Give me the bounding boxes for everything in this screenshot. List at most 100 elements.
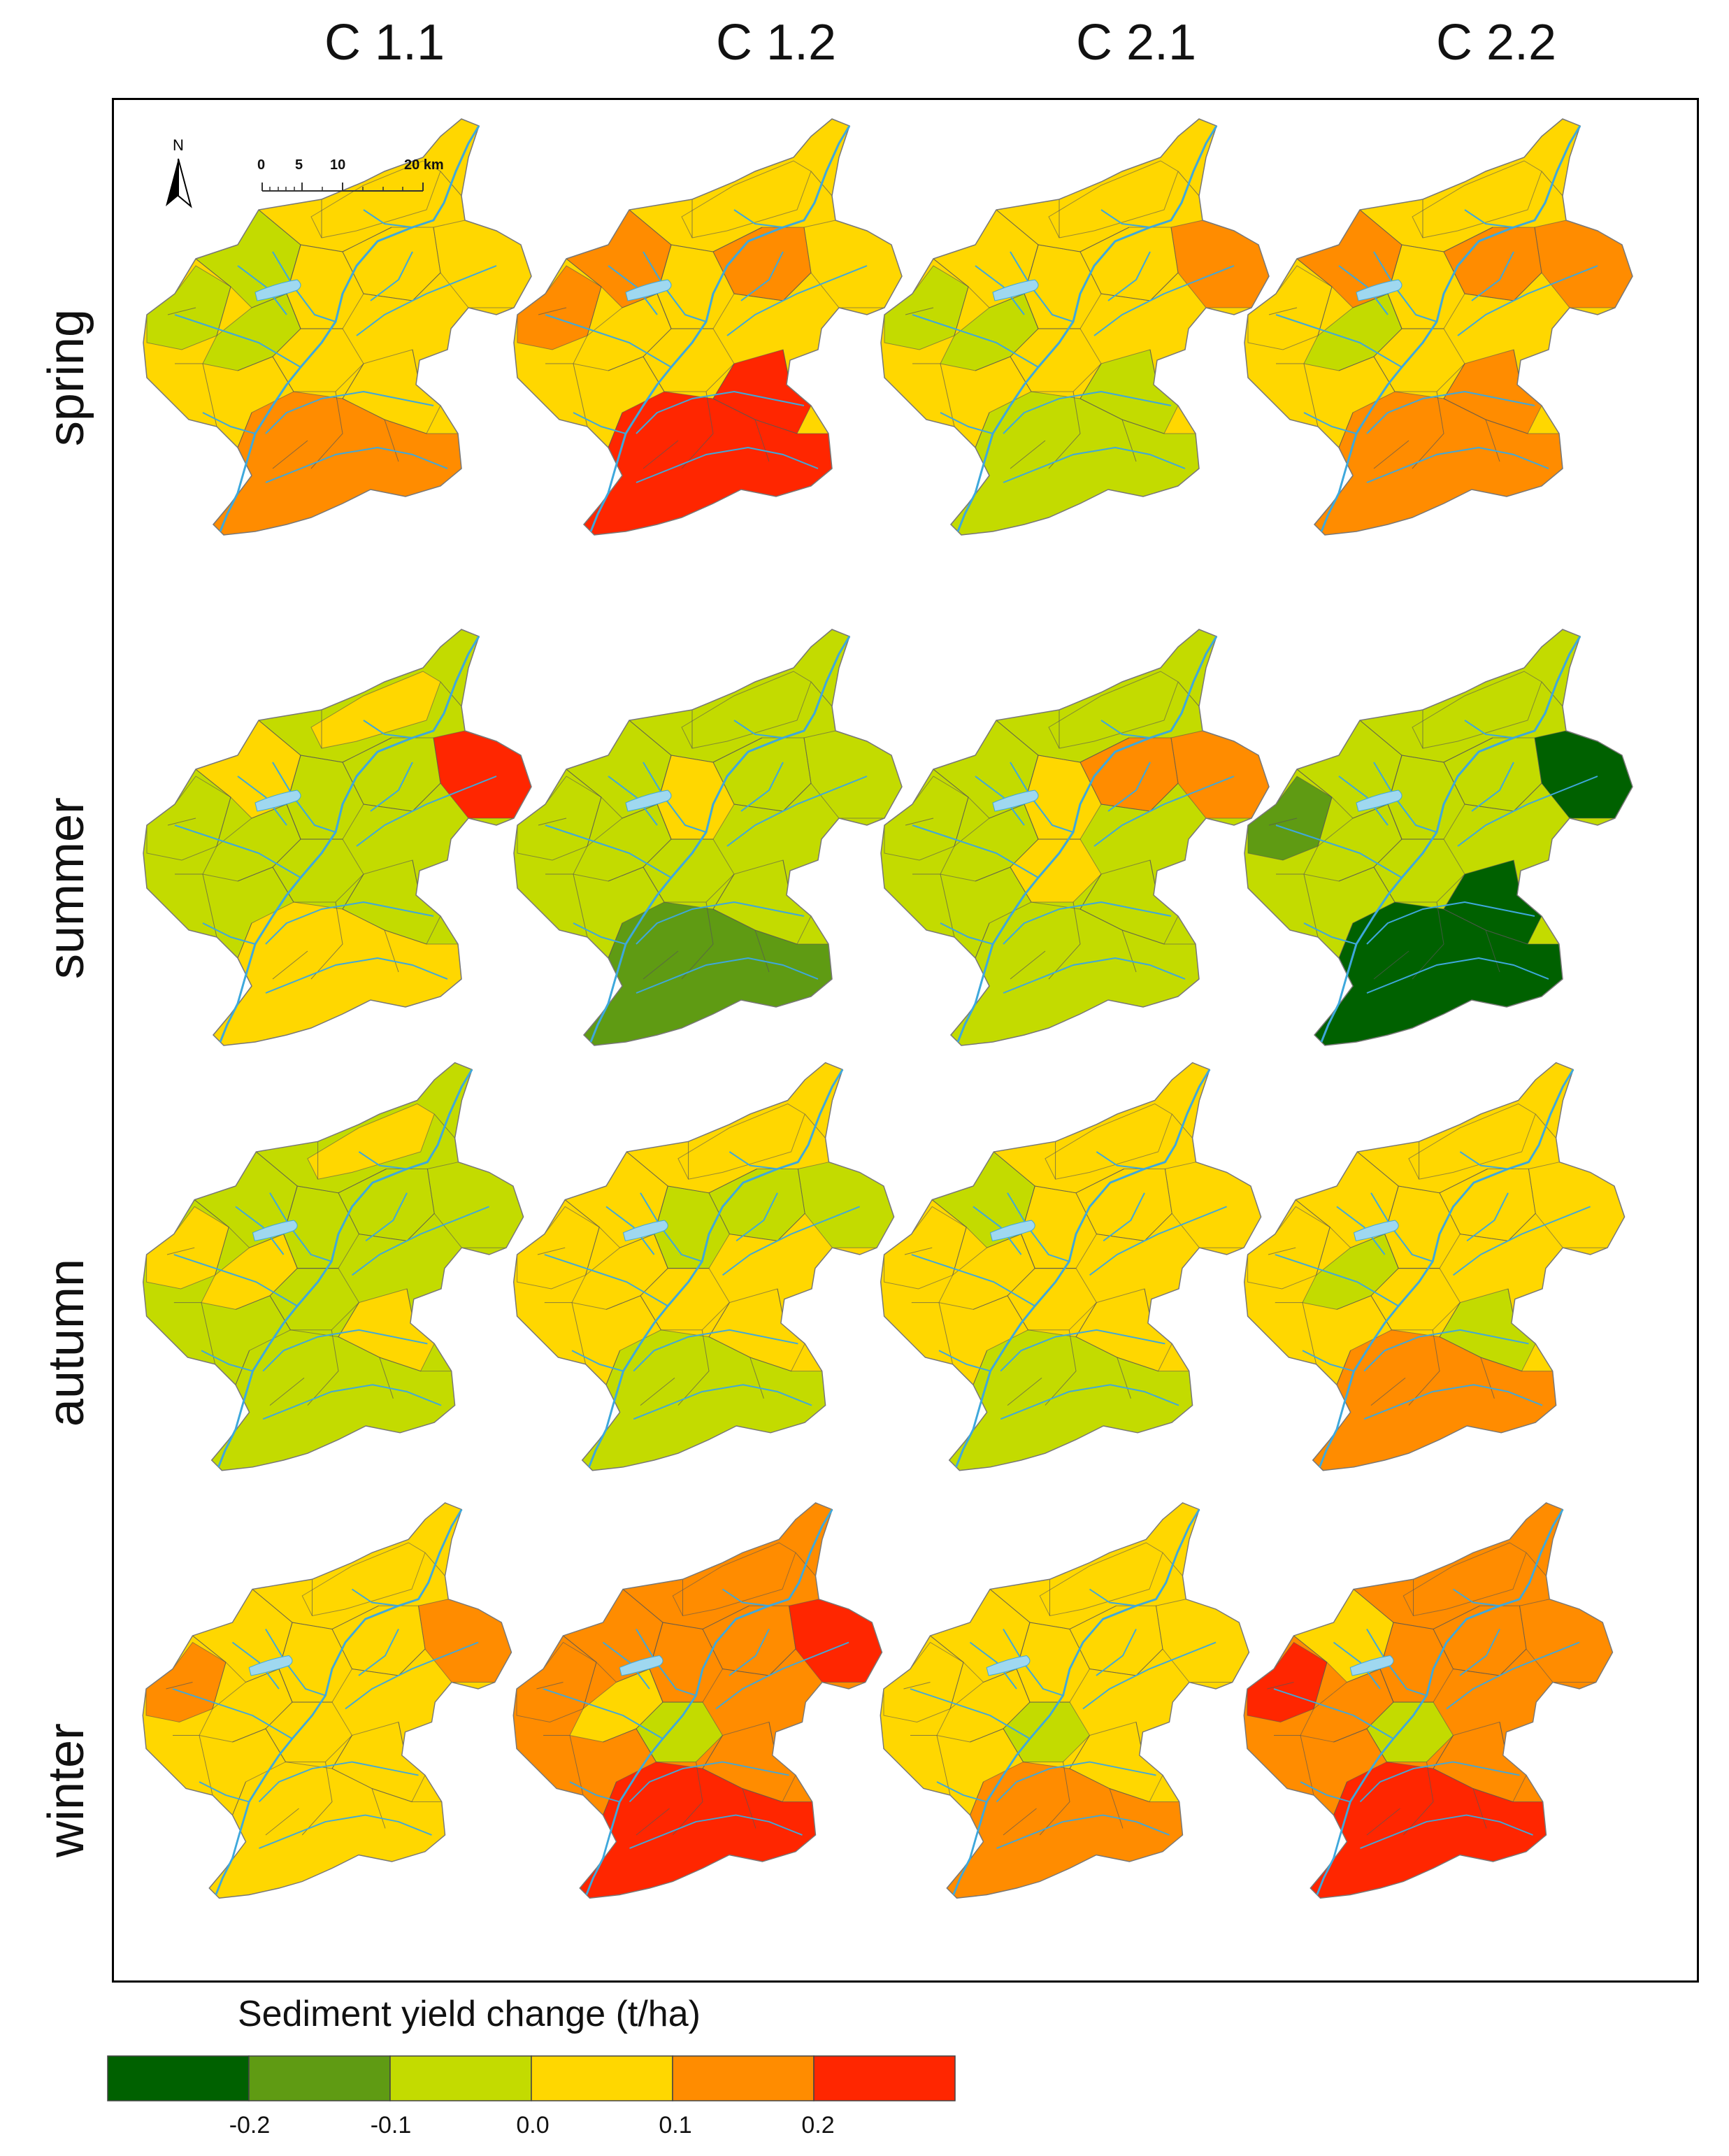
watershed-base	[1244, 1062, 1625, 1471]
tributary	[640, 1192, 703, 1262]
tributary	[545, 314, 672, 368]
reservoir-lake	[254, 279, 301, 301]
tributary	[174, 824, 301, 878]
subbasin-zone	[1248, 776, 1332, 860]
tributary	[363, 209, 413, 228]
tributary	[1275, 824, 1402, 878]
tributary	[1336, 1206, 1386, 1255]
subbasin-zone	[1080, 350, 1178, 434]
legend-tick-label: -0.2	[229, 2112, 271, 2139]
subbasin-zone	[1535, 731, 1633, 818]
watershed-base	[143, 119, 531, 535]
tributary	[1100, 720, 1151, 738]
subbasin-zone	[1304, 294, 1402, 371]
map-panel-c21-spring	[880, 118, 1270, 536]
map-panel-c21-summer	[880, 629, 1270, 1046]
legend-title: Sediment yield change (t/ha)	[238, 1994, 701, 2034]
subbasin-zone	[343, 227, 440, 301]
reservoir-lake	[619, 1655, 663, 1676]
tributary	[912, 824, 1039, 878]
tributary	[975, 265, 1025, 315]
subbasin-zone	[1024, 755, 1101, 839]
subbasin-zone	[1314, 902, 1563, 1045]
tributary	[608, 265, 658, 315]
tributary	[1338, 776, 1389, 826]
reservoir-lake	[252, 1220, 298, 1241]
tributary	[1096, 1629, 1137, 1676]
tributary	[1003, 901, 1172, 945]
tributary	[1373, 251, 1437, 322]
tributary	[1302, 1350, 1354, 1372]
tributary	[1300, 1781, 1351, 1803]
tributary	[571, 1350, 624, 1372]
tributary	[258, 1761, 419, 1803]
tributary	[729, 1629, 770, 1676]
tributary	[1003, 1629, 1063, 1697]
tributary	[1275, 1254, 1399, 1307]
tributary	[633, 1329, 798, 1372]
tributary	[722, 1588, 770, 1607]
tributary	[356, 776, 497, 847]
tributary	[726, 776, 868, 847]
reservoir-lake	[992, 790, 1039, 812]
reservoir-lake	[989, 1220, 1035, 1241]
tributary	[969, 1641, 1017, 1690]
tributary	[1275, 314, 1402, 368]
legend-swatch	[107, 2055, 250, 2101]
tributary	[172, 1688, 293, 1740]
tributary	[1452, 1588, 1500, 1607]
column-title-c12: C 1.2	[715, 15, 837, 71]
map-panel-c11-winter	[142, 1502, 512, 1899]
main-river	[215, 1508, 463, 1896]
tributary	[1010, 251, 1074, 322]
tributary	[1003, 447, 1186, 483]
subbasin-zone	[1303, 1234, 1399, 1310]
tributary	[722, 1206, 860, 1276]
main-river	[952, 1508, 1200, 1896]
reservoir-lake	[625, 790, 672, 812]
column-title-c22: C 2.2	[1435, 15, 1557, 71]
tributary	[370, 251, 413, 301]
tributary	[1273, 1688, 1394, 1740]
tributary	[1363, 1384, 1543, 1420]
tributary	[358, 1151, 408, 1170]
subbasin-zone	[213, 902, 461, 1045]
tributary	[1366, 447, 1549, 483]
tributary	[1360, 1814, 1533, 1849]
legend-swatch	[248, 2055, 391, 2101]
reservoir-lake	[986, 1655, 1031, 1676]
map-panel-c12-winter	[512, 1502, 883, 1899]
tributary	[1459, 1629, 1500, 1676]
subbasin-zone	[566, 210, 671, 308]
map-panel-c22-autumn	[1243, 1062, 1626, 1471]
tributary	[201, 1350, 253, 1372]
main-river	[219, 636, 480, 1043]
watershed-base	[514, 119, 902, 535]
main-river	[1320, 125, 1581, 532]
tributary	[569, 1781, 620, 1803]
subbasin-zone	[196, 210, 301, 308]
reservoir-lake	[1353, 1220, 1399, 1241]
subbasin-zone	[1310, 1762, 1547, 1899]
tributary	[265, 447, 448, 483]
subbasin-zone	[1367, 1702, 1454, 1762]
legend-swatch	[813, 2055, 956, 2101]
tributary	[1007, 1192, 1070, 1262]
subbasin-zone	[949, 1329, 1193, 1471]
tributary	[345, 1641, 479, 1710]
tributary	[1370, 1192, 1433, 1262]
subbasin-zone	[517, 266, 601, 350]
tributary	[733, 209, 784, 228]
subbasin-zone	[311, 671, 440, 748]
subbasin-zone	[343, 350, 440, 434]
scale-tick-20km: 20 km	[404, 157, 444, 173]
tributary	[940, 412, 993, 434]
tributary	[544, 1254, 668, 1307]
tributary	[272, 762, 336, 833]
tributary	[1471, 251, 1514, 301]
main-river	[589, 125, 851, 532]
tributary	[1303, 412, 1357, 434]
reservoir-lake	[625, 279, 672, 301]
tributary	[912, 314, 1039, 368]
main-river	[1320, 636, 1581, 1043]
